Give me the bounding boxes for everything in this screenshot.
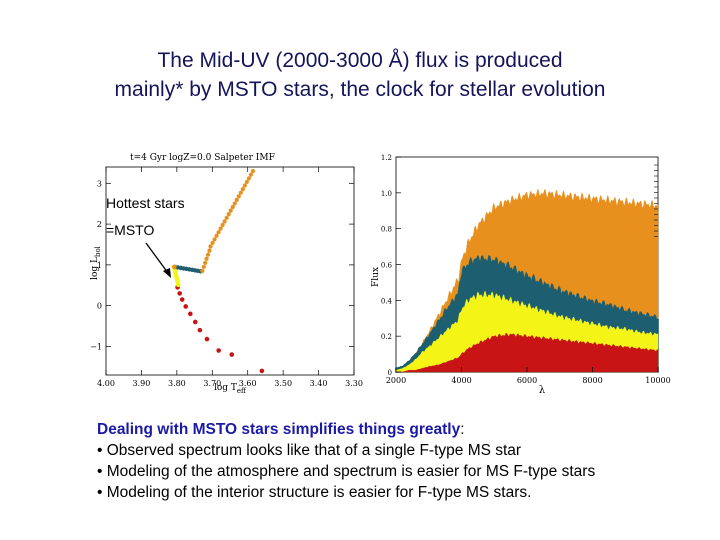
hr-y-tick-label: 1 <box>97 261 102 270</box>
hr-x-tick-label: 3.90 <box>133 379 151 388</box>
hr-point-orange <box>218 226 223 231</box>
spectrum-axis-ticks: 2000 4000 6000 8000 10000 0 0.2 0.4 0.6 0.8 1.0 1.2 <box>381 154 671 385</box>
hr-annotation-arrow <box>145 242 171 278</box>
hr-point-orange <box>201 264 206 270</box>
hr-point-orange <box>234 197 239 202</box>
bullet-heading: Dealing with MSTO stars simplifies thing… <box>97 419 697 440</box>
spectrum-x-tick-label: 10000 <box>645 376 670 385</box>
spectrum-y-tick-label: 1.2 <box>381 154 392 162</box>
hr-point-orange <box>200 268 205 274</box>
spectrum-x-tick-label: 6000 <box>517 376 537 385</box>
hr-point-yellow <box>175 282 181 288</box>
hr-point-orange <box>250 169 256 174</box>
bullet-heading-text: Dealing with MSTO stars simplifies thing… <box>97 421 461 438</box>
hr-point-red <box>229 352 235 357</box>
hr-axis-ticks: 4.00 3.90 3.80 3.70 3.60 3.50 3.40 3.30 3 2 1 0 −1 <box>90 167 363 388</box>
hr-y-tick-label: 3 <box>97 179 102 188</box>
spectrum-chart: 2000 4000 6000 8000 10000 0 0.2 0.4 0.6 0.8 1.0 1.2… <box>371 154 671 396</box>
hr-point-orange <box>236 194 241 199</box>
hr-point-orange <box>248 172 254 177</box>
spectrum-y-tick-label: 0.6 <box>381 262 393 270</box>
hr-point-orange <box>205 252 211 257</box>
hr-y-tick-label: 0 <box>97 302 102 311</box>
hr-point-orange <box>172 264 177 270</box>
hr-point-orange <box>224 215 229 220</box>
hr-point-orange <box>212 237 217 242</box>
hr-point-red <box>216 348 221 353</box>
hr-x-tick-label: 4.00 <box>97 379 115 388</box>
hr-y-tick-label: −1 <box>90 342 102 351</box>
hr-point-orange <box>207 248 212 253</box>
hr-point-orange <box>214 233 219 238</box>
hr-xlabel-main: log T <box>214 383 237 393</box>
slide-title: The Mid-UV (2000-3000 Å) flux is produce… <box>60 46 660 104</box>
hr-xlabel-sub: eff <box>237 387 247 393</box>
hr-point-red <box>183 304 189 309</box>
hr-annotation-line2: =MSTO <box>106 222 154 238</box>
hr-point-red <box>204 336 210 342</box>
hr-point-orange <box>232 201 237 206</box>
hr-x-tick-label: 3.50 <box>274 379 292 388</box>
hr-x-tick-label: 3.80 <box>168 379 186 388</box>
hr-data-points <box>171 169 265 374</box>
spectrum-series-lower-MS <box>396 332 659 373</box>
hr-diagram-figure: t=4 Gyr logZ=0.0 Salpeter IMF 4.00 3.90 3.… <box>84 143 364 395</box>
bullet-item: • Modeling of the atmosphere and spectru… <box>97 463 596 480</box>
svg-text:log Teff: log Teff <box>214 383 247 393</box>
spectrum-y-tick-label: 0.2 <box>381 333 392 341</box>
spectrum-figure: 2000 4000 6000 8000 10000 0 0.2 0.4 0.6 0.8 1.0 1.2… <box>368 152 673 402</box>
spectrum-x-axis-label: λ <box>539 385 546 396</box>
title-line-1: The Mid-UV (2000-3000 Å) flux is produce… <box>157 49 563 72</box>
spectrum-area-series <box>395 188 659 373</box>
hr-point-red <box>259 368 265 374</box>
hr-ylabel-main: log L <box>90 257 100 280</box>
hr-point-orange <box>203 260 208 265</box>
hr-point-orange <box>204 256 209 261</box>
hr-point-orange <box>208 244 213 249</box>
hr-point-red <box>192 319 198 325</box>
hr-plot-frame <box>105 166 355 376</box>
bullet-list: Dealing with MSTO stars simplifies thing… <box>97 419 697 503</box>
bullet-item: • Modeling of the interior structure is … <box>97 484 532 501</box>
hr-point-orange <box>216 230 221 235</box>
hr-point-orange <box>210 240 215 246</box>
title-line-2: mainly* by MSTO stars, the clock for ste… <box>114 78 606 101</box>
hr-y-tick-label: 2 <box>97 220 102 229</box>
hr-point-orange <box>238 190 243 195</box>
spectrum-y-tick-label: 1.0 <box>381 190 392 198</box>
hr-point-orange <box>226 212 231 217</box>
hr-x-tick-label: 3.30 <box>345 379 363 388</box>
hr-point-red <box>177 291 182 296</box>
hr-point-orange <box>228 208 233 213</box>
hr-x-tick-label: 3.40 <box>310 379 328 388</box>
spectrum-y-tick-label: 0.4 <box>381 297 393 305</box>
hr-point-red <box>179 297 185 302</box>
hr-ylabel-sub: bol <box>94 245 102 257</box>
hr-point-orange <box>222 219 227 224</box>
spectrum-x-tick-label: 8000 <box>582 376 602 385</box>
hr-point-orange <box>244 179 249 185</box>
hr-point-orange <box>240 187 245 192</box>
spectrum-x-tick-label: 4000 <box>451 376 471 385</box>
spectrum-y-tick-label: 0 <box>388 369 392 377</box>
hr-point-orange <box>242 183 247 188</box>
hr-x-tick-label: 3.70 <box>203 379 221 388</box>
hr-diagram-chart: t=4 Gyr logZ=0.0 Salpeter IMF 4.00 3.90 3.… <box>90 153 363 395</box>
spectrum-x-tick-label: 2000 <box>386 376 406 385</box>
hr-point-red <box>188 311 193 317</box>
spectrum-y-axis-label: Flux <box>371 267 381 287</box>
hr-x-axis-label: log Teff <box>214 383 247 395</box>
hr-point-orange <box>220 222 225 228</box>
svg-text:log Lbol: log Lbol <box>90 245 102 280</box>
hr-point-red <box>197 327 203 333</box>
bullet-heading-colon: : <box>460 421 465 438</box>
hr-point-orange <box>230 204 235 210</box>
hr-header-text: t=4 Gyr logZ=0.0 Salpeter IMF <box>130 153 275 163</box>
hr-annotation-line1: Hottest stars <box>106 195 185 211</box>
spectrum-y-tick-label: 0.8 <box>381 226 392 234</box>
hr-y-axis-label: log Lbol <box>90 245 102 280</box>
hr-x-tick-label: 3.60 <box>239 379 257 388</box>
hr-point-orange <box>246 176 251 181</box>
bullet-item: • Observed spectrum looks like that of a… <box>97 442 522 459</box>
